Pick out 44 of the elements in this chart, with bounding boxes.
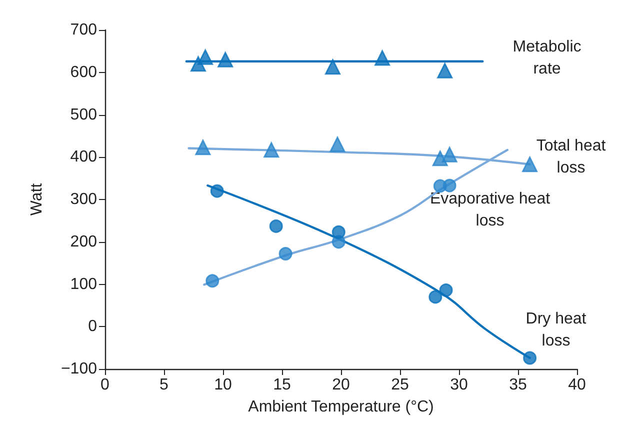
y-tick-label: 0 (88, 318, 98, 336)
point (522, 156, 538, 172)
x-tick-label: 20 (332, 376, 350, 394)
point (332, 225, 346, 239)
point (428, 290, 442, 304)
point (523, 351, 537, 365)
y-tick-label: 600 (70, 64, 98, 81)
y-tick-label: 400 (70, 148, 98, 166)
y-tick-label: 100 (70, 276, 98, 293)
y-tick-label: −100 (60, 360, 98, 378)
point (269, 219, 283, 233)
x-tick-label: 30 (450, 376, 468, 394)
annotation: Metabolic rate (512, 38, 582, 78)
point (218, 52, 234, 68)
x-tick-label: 10 (214, 376, 232, 394)
x-tick-label: 5 (160, 376, 169, 394)
point (264, 142, 280, 158)
y-axis-title: Watt (28, 182, 46, 216)
point (198, 49, 214, 65)
y-tick-label: 200 (70, 233, 98, 250)
point (195, 140, 211, 156)
point (206, 274, 220, 288)
point (210, 184, 224, 198)
point (437, 62, 453, 78)
x-tick-label: 0 (100, 376, 110, 394)
x-tick-label: 35 (509, 376, 527, 394)
point (439, 283, 453, 297)
y-tick-label: 300 (70, 191, 98, 208)
x-tick-label: 40 (568, 376, 586, 394)
point (432, 150, 448, 166)
point (374, 50, 390, 66)
x-tick-label: 25 (391, 376, 409, 394)
point (278, 246, 292, 260)
point (442, 178, 456, 192)
point (330, 136, 346, 152)
annotation: Evaporative heat loss (430, 190, 551, 230)
y-tick-label: 500 (70, 106, 98, 124)
x-axis-title: Ambient Temperature (°C) (248, 398, 434, 416)
y-tick-label: 700 (70, 22, 98, 38)
annotation: Total heat loss (536, 138, 606, 176)
point (324, 59, 340, 75)
annotation: Dry heat loss (526, 310, 587, 350)
point (442, 146, 458, 162)
x-tick-label: 15 (273, 376, 291, 394)
